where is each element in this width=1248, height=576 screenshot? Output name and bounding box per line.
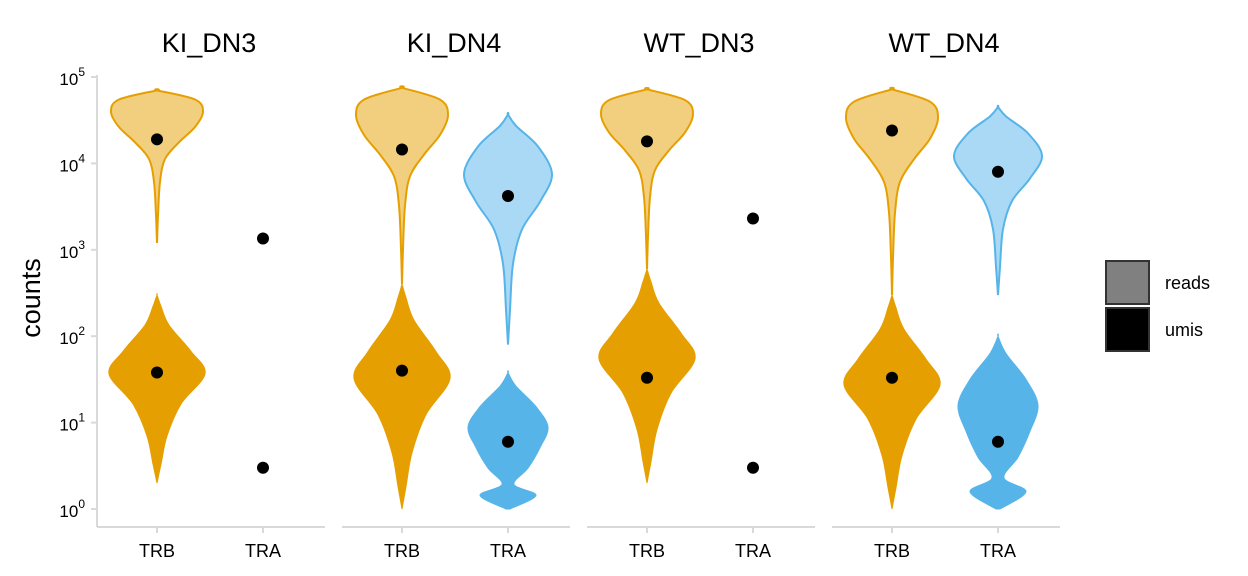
violin-trb-umis	[843, 292, 941, 510]
legend-key-reads	[1105, 260, 1150, 305]
facet-title: WT_DN3	[643, 28, 754, 58]
y-axis-title: counts	[16, 258, 46, 338]
violin-tra-reads	[952, 104, 1044, 296]
y-tick-label: 102	[59, 324, 85, 348]
median-point-trb-umis	[641, 371, 653, 384]
median-point-trb-umis	[396, 364, 408, 377]
x-tick-label: TRA	[490, 541, 526, 561]
x-tick-label: TRA	[980, 541, 1016, 561]
violin-trb-reads	[354, 85, 450, 285]
median-point-tra-umis	[502, 435, 514, 448]
median-point-trb-umis	[886, 371, 898, 384]
median-point-tra-reads	[502, 189, 514, 202]
median-point-tra-reads	[747, 212, 759, 225]
violin-tra-reads	[462, 111, 554, 345]
legend-key-umis	[1105, 307, 1150, 352]
median-point-trb-reads	[151, 133, 163, 146]
violin-trb-umis	[108, 293, 206, 484]
x-tick-label: TRB	[629, 541, 665, 561]
median-point-tra-reads	[992, 165, 1004, 178]
facet-title: KI_DN3	[162, 28, 257, 58]
y-tick-label: 101	[59, 411, 85, 435]
facet-title: KI_DN4	[407, 28, 502, 58]
violin-trb-reads	[599, 86, 695, 270]
violin-trb-reads	[109, 88, 205, 244]
legend-label-reads: reads	[1165, 273, 1210, 293]
facet-panel: WT_DN4 TRB TRA	[832, 28, 1060, 561]
facet-title: WT_DN4	[888, 28, 999, 58]
violin-trb-reads	[844, 86, 940, 296]
median-point-trb-umis	[151, 366, 163, 379]
median-point-trb-reads	[396, 143, 408, 156]
facet-panel: KI_DN3 TRB TRA	[97, 28, 325, 561]
violin-tra-umis	[957, 333, 1039, 510]
x-tick-label: TRB	[384, 541, 420, 561]
median-point-trb-reads	[886, 124, 898, 137]
median-point-tra-reads	[257, 232, 269, 245]
y-tick-label: 104	[59, 151, 85, 175]
y-tick-label: 103	[59, 238, 85, 262]
x-tick-label: TRA	[735, 541, 771, 561]
legend: reads umis	[1105, 260, 1210, 352]
x-tick-label: TRB	[139, 541, 175, 561]
facet-panel: KI_DN4 TRB TRA	[342, 28, 570, 561]
violin-trb-umis	[353, 281, 451, 510]
median-point-tra-umis	[257, 461, 269, 474]
median-point-tra-umis	[747, 461, 759, 474]
x-tick-label: TRA	[245, 541, 281, 561]
median-point-tra-umis	[992, 435, 1004, 448]
y-tick-label: 105	[59, 65, 85, 89]
facet-panel: WT_DN3 TRB TRA	[587, 28, 815, 561]
median-point-trb-reads	[641, 135, 653, 148]
legend-label-umis: umis	[1165, 320, 1203, 340]
x-tick-label: TRB	[874, 541, 910, 561]
y-tick-label: 100	[59, 497, 85, 521]
